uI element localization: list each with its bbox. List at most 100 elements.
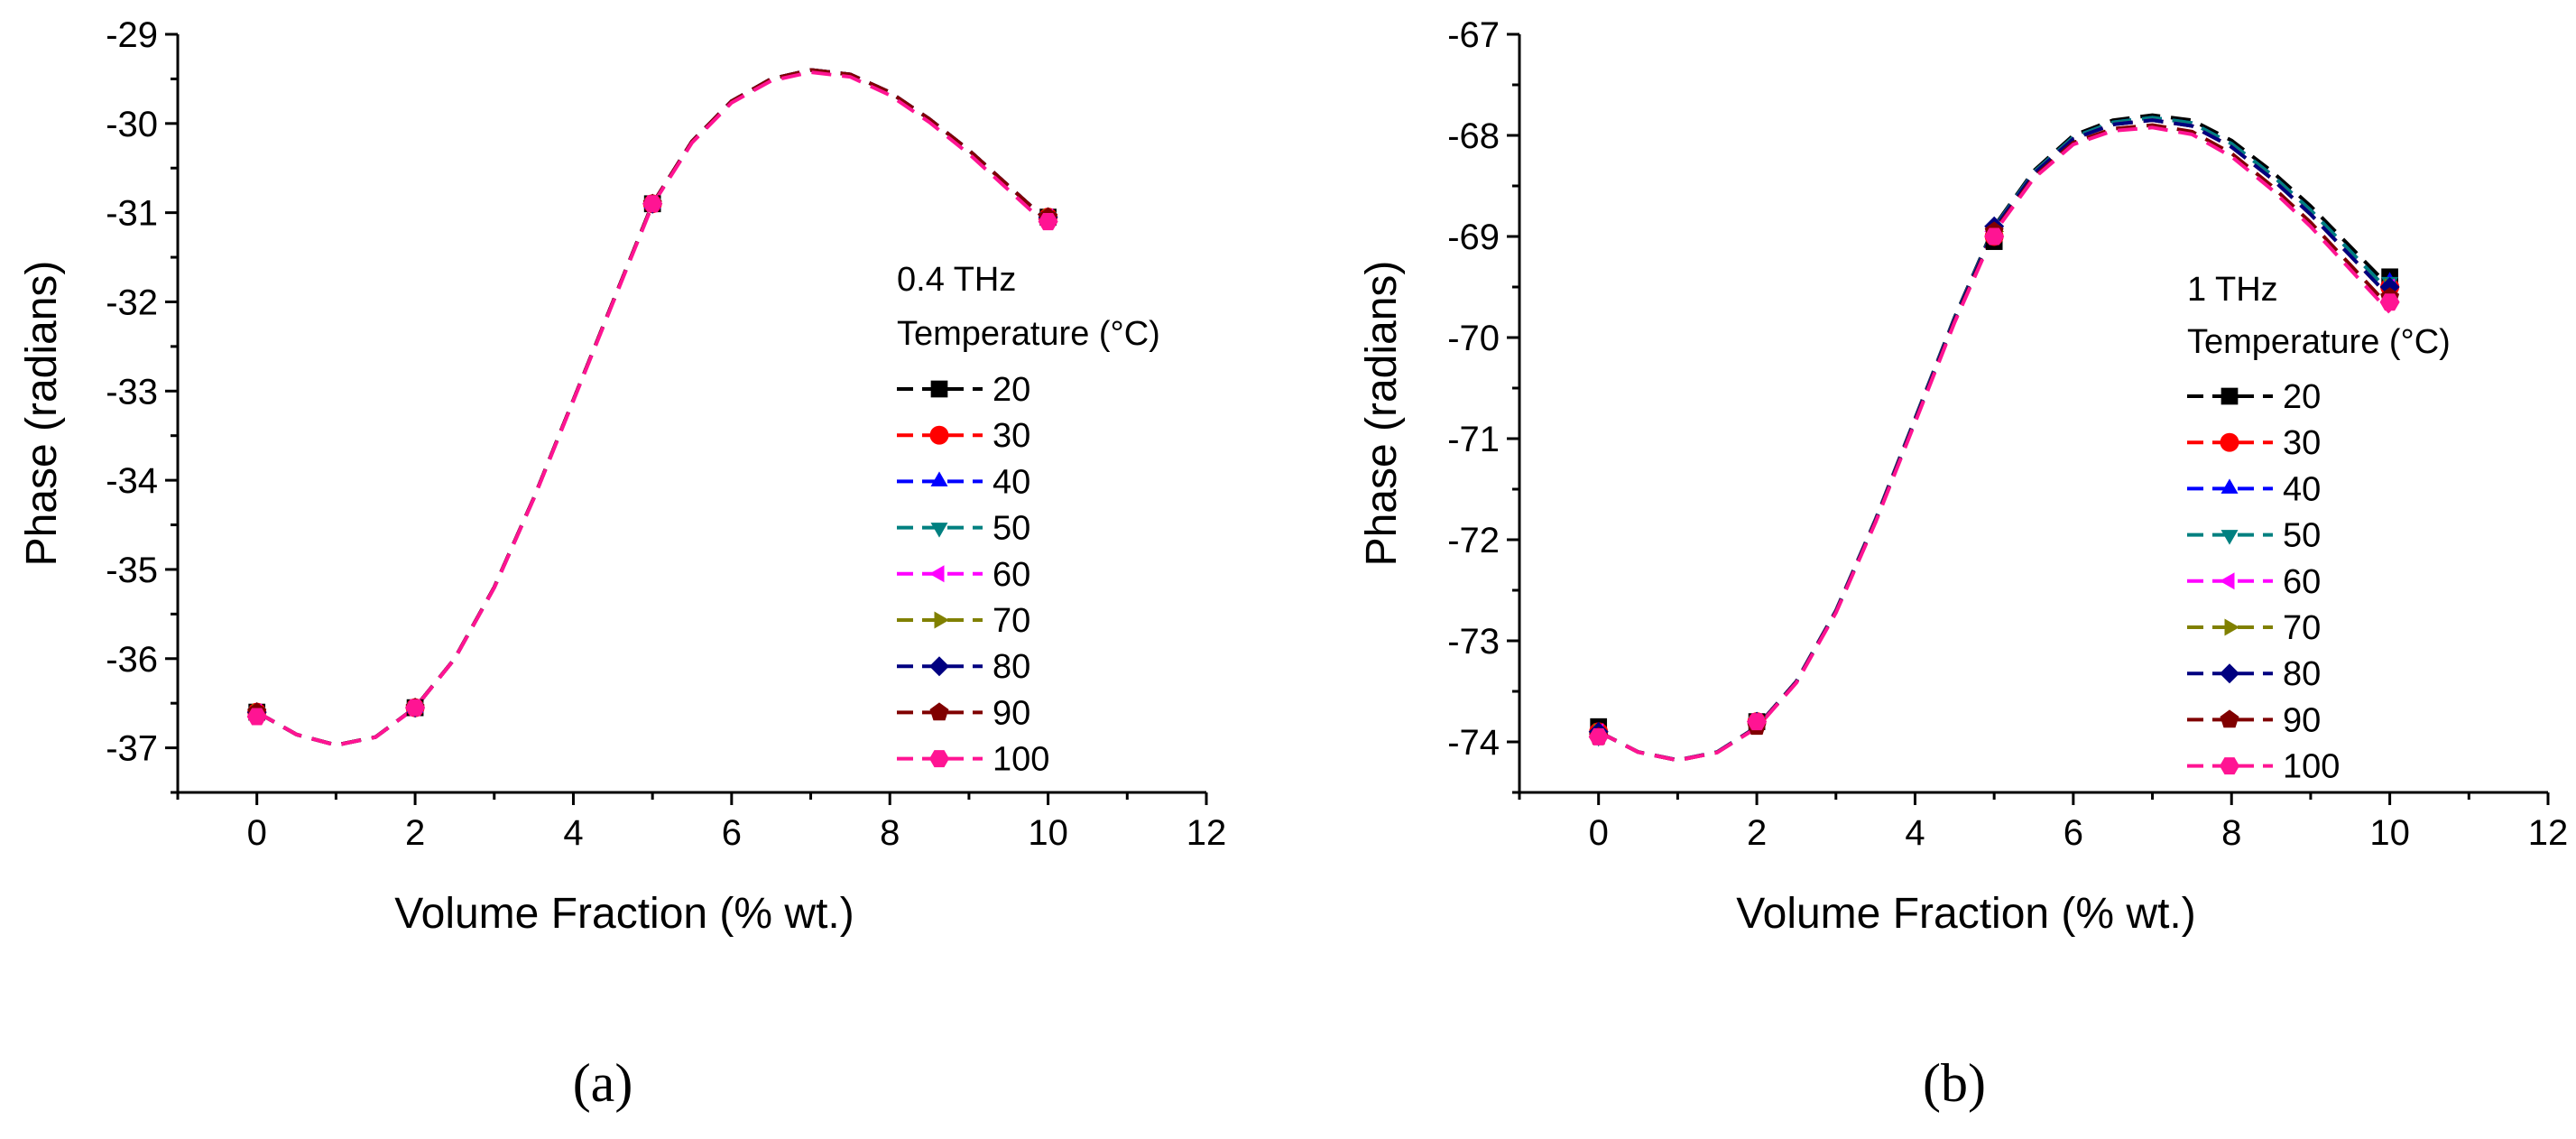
- legend-marker-80: [2220, 663, 2239, 684]
- legend-subtitle: Temperature (°C): [897, 315, 1160, 353]
- chart-panel-a: 0 2 4 6 8 10 12 -37 -36 -35 -34 -33 -32 -31 -30 -29 Volu…: [18, 15, 1226, 1113]
- series-line-50: [255, 68, 1049, 747]
- legend-marker-20: [930, 380, 948, 398]
- series-line-60: [255, 68, 1049, 747]
- data-point-100: [2379, 293, 2400, 311]
- x-tick-label: 6: [2064, 813, 2083, 853]
- legend-marker-100: [2220, 757, 2239, 775]
- y-tick-label: -29: [106, 15, 158, 55]
- x-tick-label: 8: [2221, 813, 2241, 853]
- x-tick-label: 2: [405, 813, 425, 853]
- legend-label-30: 30: [993, 417, 1030, 455]
- series-line-80: [1597, 118, 2392, 763]
- y-axis-title: Phase (radians): [1358, 261, 1406, 567]
- y-tick-label: -30: [106, 105, 158, 144]
- x-tick-label: 12: [2528, 813, 2569, 853]
- y-tick-label: -74: [1447, 723, 1500, 763]
- legend-title: 1 THz: [2187, 271, 2278, 309]
- x-tick-label: 10: [2369, 813, 2410, 853]
- x-tick-label: 0: [1589, 813, 1609, 853]
- series-line-30: [1597, 118, 2392, 763]
- panel-label: (b): [1923, 1053, 1986, 1113]
- y-tick-label: -73: [1447, 622, 1500, 662]
- x-tick-label: 8: [880, 813, 900, 853]
- x-tick-label: 4: [563, 813, 583, 853]
- series-line-40: [255, 68, 1049, 747]
- legend-marker-70: [934, 611, 949, 629]
- legend-marker-60: [929, 565, 945, 583]
- series-line-50: [1597, 116, 2392, 763]
- legend-marker-30: [929, 425, 949, 445]
- series-line-70: [1597, 118, 2392, 763]
- series-line-100: [255, 70, 1049, 747]
- legend-label-70: 70: [993, 602, 1030, 640]
- legend-subtitle: Temperature (°C): [2187, 323, 2451, 361]
- x-tick-label: 12: [1186, 813, 1227, 853]
- y-tick-label: -37: [106, 729, 158, 769]
- legend-marker-90: [2220, 709, 2239, 728]
- y-tick-label: -71: [1447, 420, 1500, 459]
- data-point-100: [1588, 727, 1609, 745]
- x-tick-label: 10: [1028, 813, 1068, 853]
- legend-label-20: 20: [993, 371, 1030, 409]
- y-tick-label: -72: [1447, 521, 1500, 560]
- legend-title: 0.4 THz: [897, 261, 1016, 299]
- y-tick-label: -69: [1447, 218, 1500, 257]
- chart-panel-b: 0 2 4 6 8 10 12 -74 -73 -72 -71 -70 -69 -68 -67 Volume …: [1358, 15, 2568, 1113]
- data-point-100: [1747, 713, 1768, 731]
- data-point-100: [405, 699, 426, 717]
- legend-label-90: 90: [993, 694, 1030, 732]
- x-tick-label: 2: [1747, 813, 1767, 853]
- legend-label-80: 80: [993, 648, 1030, 686]
- legend-marker-100: [929, 750, 949, 768]
- legend-label-50: 50: [2283, 517, 2321, 555]
- legend-label-70: 70: [2283, 609, 2321, 647]
- series-line-90: [255, 68, 1049, 747]
- legend-label-20: 20: [2283, 378, 2321, 416]
- y-tick-label: -36: [106, 640, 158, 680]
- series-line-60: [1597, 118, 2392, 763]
- series-line-40: [1597, 116, 2392, 763]
- data-point-100: [246, 708, 267, 726]
- legend-marker-90: [929, 702, 949, 721]
- y-tick-label: -32: [106, 282, 158, 322]
- series-line-20: [1597, 113, 2392, 763]
- x-axis-title: Volume Fraction (% wt.): [394, 890, 854, 938]
- y-tick-label: -34: [106, 461, 158, 501]
- y-axis-title: Phase (radians): [18, 261, 66, 567]
- x-tick-label: 0: [247, 813, 267, 853]
- legend-label-100: 100: [993, 741, 1049, 779]
- x-tick-label: 4: [1905, 813, 1925, 853]
- legend-label-60: 60: [2283, 563, 2321, 601]
- legend-marker-40: [930, 471, 948, 486]
- y-tick-label: -33: [106, 372, 158, 412]
- legend-label-80: 80: [2283, 655, 2321, 693]
- y-tick-label: -68: [1447, 116, 1500, 156]
- legend-marker-40: [2221, 478, 2239, 494]
- legend-marker-70: [2224, 618, 2239, 636]
- legend-marker-60: [2220, 572, 2235, 590]
- legend-label-40: 40: [993, 463, 1030, 501]
- x-tick-label: 6: [722, 813, 742, 853]
- legend-marker-30: [2220, 432, 2239, 452]
- panel-label: (a): [573, 1053, 633, 1113]
- y-tick-label: -70: [1447, 319, 1500, 358]
- series-line-70: [255, 68, 1049, 747]
- series-line-80: [255, 68, 1049, 747]
- legend-label-40: 40: [2283, 470, 2321, 508]
- legend-label-100: 100: [2283, 748, 2340, 786]
- series-line-30: [255, 68, 1049, 747]
- legend-marker-50: [930, 523, 948, 538]
- legend-label-90: 90: [2283, 701, 2321, 739]
- y-tick-label: -35: [106, 551, 158, 590]
- data-point-100: [642, 195, 663, 213]
- legend-marker-80: [929, 656, 949, 677]
- data-point-100: [1038, 213, 1058, 231]
- legend-marker-20: [2221, 387, 2239, 405]
- y-tick-label: -67: [1447, 15, 1500, 55]
- data-point-100: [1984, 227, 2005, 245]
- legend-label-30: 30: [2283, 424, 2321, 462]
- series-line-20: [255, 68, 1049, 747]
- legend-label-60: 60: [993, 556, 1030, 594]
